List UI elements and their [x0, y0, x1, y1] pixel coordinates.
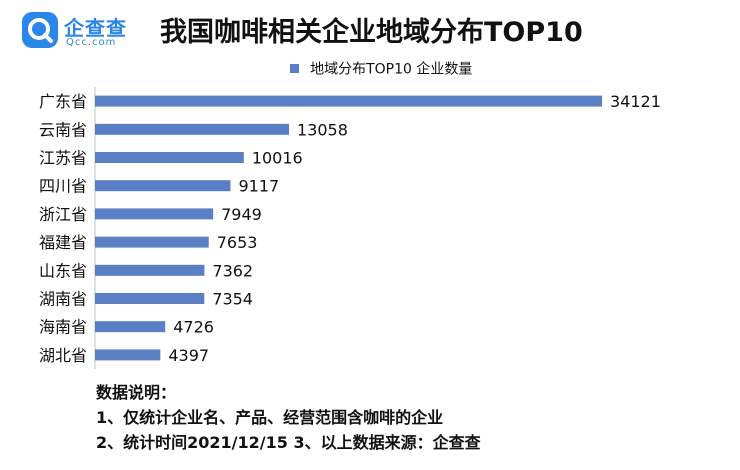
value-label: 4726: [173, 318, 214, 337]
category-label: 江苏省: [39, 149, 87, 168]
value-label: 7949: [221, 205, 262, 224]
notes-heading: 数据说明：: [96, 383, 177, 402]
category-label: 云南省: [39, 120, 87, 139]
category-label: 福建省: [39, 233, 87, 252]
notes-line-2: 2、统计时间2021/12/15 3、以上数据来源：企查查: [96, 433, 481, 452]
legend-swatch: [290, 64, 299, 73]
logo-name-en: Qcc.com: [66, 37, 117, 48]
bar: [95, 236, 209, 248]
value-label: 7354: [212, 290, 253, 309]
value-label: 4397: [168, 346, 209, 365]
value-label: 7362: [212, 261, 253, 280]
bar: [95, 152, 244, 163]
category-label: 湖北省: [39, 346, 87, 365]
value-label: 7653: [217, 233, 258, 252]
notes-line-1: 1、仅统计企业名、产品、经营范围含咖啡的企业: [96, 408, 444, 427]
bar: [95, 123, 290, 135]
category-label: 山东省: [39, 261, 87, 280]
bar-chart: 广东省 34121 云南省 13058 江苏省 10016 四川省 9117 浙江省 7949 福建…: [39, 87, 661, 369]
bar: [95, 293, 205, 304]
logo-name-cn: 企查查: [64, 16, 127, 40]
bar: [95, 208, 214, 220]
chart-title: 我国咖啡相关企业地域分布TOP10: [160, 17, 583, 48]
value-label: 34121: [610, 92, 661, 111]
magnifier-icon: [28, 18, 53, 43]
bar: [95, 180, 231, 192]
value-label: 13058: [297, 120, 348, 139]
category-label: 四川省: [39, 177, 87, 196]
bar: [95, 264, 205, 276]
bar: [95, 95, 602, 107]
category-label: 广东省: [39, 92, 87, 111]
value-label: 10016: [252, 149, 303, 168]
category-label: 浙江省: [39, 205, 87, 224]
data-notes: 数据说明： 1、仅统计企业名、产品、经营范围含咖啡的企业 2、统计时间2021/…: [96, 380, 481, 455]
category-label: 海南省: [39, 318, 87, 337]
chart-legend: 地域分布TOP10 企业数量: [290, 58, 473, 78]
bar: [95, 349, 161, 361]
bar: [95, 321, 166, 333]
category-label: 湖南省: [39, 290, 87, 309]
qcc-logo: 企查查 Qcc.com: [22, 12, 142, 52]
legend-label: 地域分布TOP10 企业数量: [310, 61, 473, 78]
qcc-logo-icon: [22, 12, 58, 48]
value-label: 9117: [238, 177, 279, 196]
